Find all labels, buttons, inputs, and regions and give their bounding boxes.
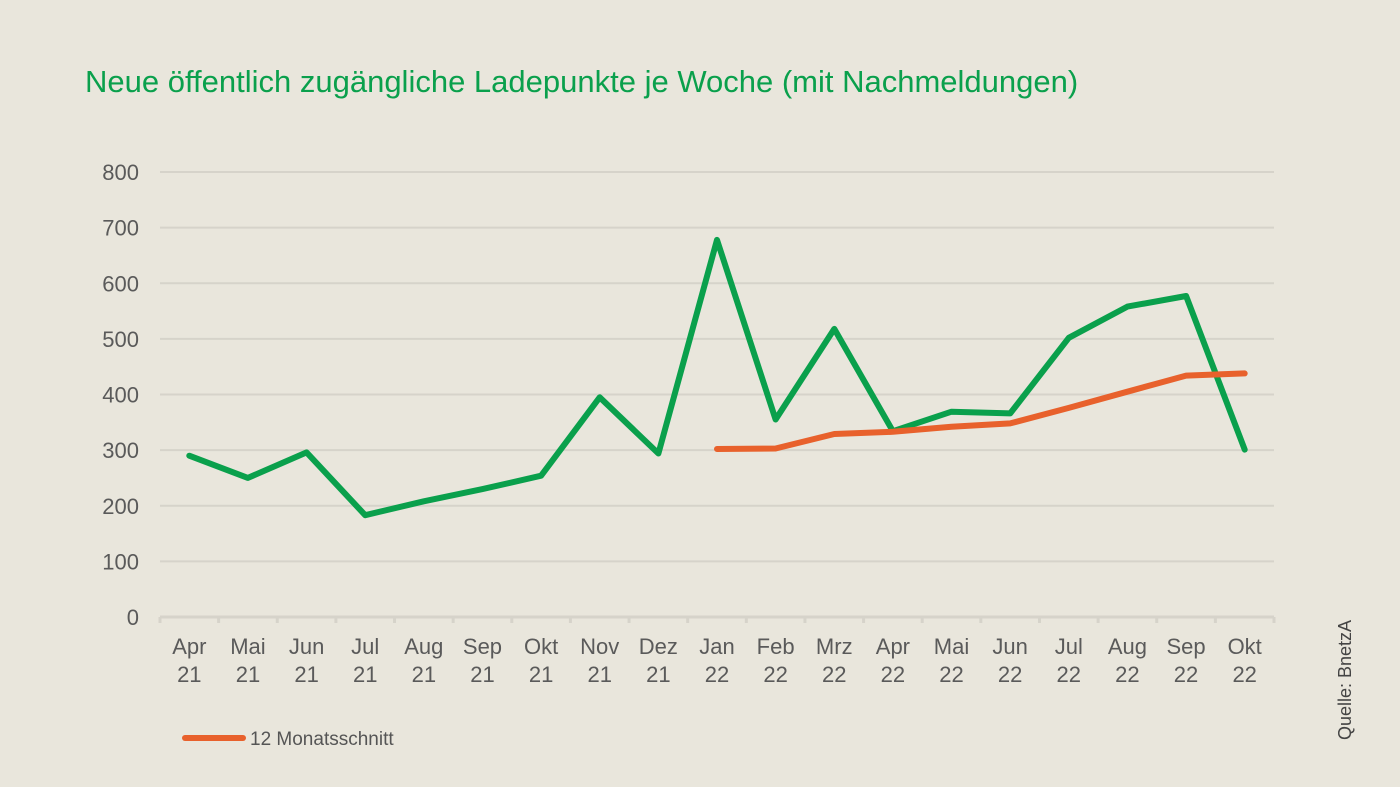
y-tick-label: 800 <box>102 160 139 185</box>
y-tick-label: 700 <box>102 216 139 241</box>
x-tick-month: Aug <box>1108 634 1147 659</box>
x-tick-label: Jul 22 <box>1055 634 1083 687</box>
x-tick-month: Mrz <box>816 634 853 659</box>
x-tick-year: 21 <box>236 662 260 687</box>
x-tick-month: Apr <box>876 634 910 659</box>
x-tick-year: 21 <box>353 662 377 687</box>
legend: 12 Monatsschnitt <box>182 729 394 750</box>
x-tick-year: 22 <box>1232 662 1256 687</box>
x-tick-year: 22 <box>822 662 846 687</box>
x-tick-month: Jul <box>1055 634 1083 659</box>
x-tick-labels: Apr 21 Mai 21 Jun 21 Jul 21 Aug 21 Sep 21 Okt 21 Nov 21… <box>172 634 1262 687</box>
x-tick-year: 21 <box>646 662 670 687</box>
x-tick-label: Aug 22 <box>1108 634 1147 687</box>
x-tick-year: 22 <box>1057 662 1081 687</box>
y-tick-label: 400 <box>102 383 139 408</box>
x-tick-month: Feb <box>757 634 795 659</box>
y-axis: 0 100 200 300 400 500 600 700 800 <box>102 160 139 630</box>
x-tick-month: Aug <box>404 634 443 659</box>
x-tick-label: Apr 21 <box>172 634 206 687</box>
x-tick-label: Aug 21 <box>404 634 443 687</box>
x-tick-year: 21 <box>412 662 436 687</box>
x-tick-month: Mai <box>230 634 265 659</box>
source-note: Quelle: BnetzA <box>1335 620 1355 740</box>
x-tick-label: Dez 21 <box>639 634 678 687</box>
x-tick-year: 21 <box>529 662 553 687</box>
x-tick-year: 22 <box>998 662 1022 687</box>
legend-label: 12 Monatsschnitt <box>250 729 394 750</box>
y-tick-label: 600 <box>102 271 139 296</box>
x-tick-label: Nov 21 <box>580 634 619 687</box>
x-tick-label: Jan 22 <box>699 634 734 687</box>
x-tick-label: Jul 21 <box>351 634 379 687</box>
x-tick-year: 22 <box>1115 662 1139 687</box>
y-tick-label: 100 <box>102 549 139 574</box>
series-lines <box>186 236 1248 519</box>
x-tick-month: Okt <box>524 634 558 659</box>
x-axis <box>158 615 1276 623</box>
x-tick-year: 22 <box>939 662 963 687</box>
x-tick-month: Apr <box>172 634 206 659</box>
x-tick-month: Jun <box>289 634 324 659</box>
x-tick-label: Feb 22 <box>757 634 795 687</box>
x-tick-month: Jun <box>992 634 1027 659</box>
x-tick-label: Sep 22 <box>1166 634 1205 687</box>
x-tick-label: Okt 22 <box>1228 634 1262 687</box>
x-tick-label: Apr 22 <box>876 634 910 687</box>
y-tick-label: 200 <box>102 494 139 519</box>
x-tick-year: 22 <box>705 662 729 687</box>
x-tick-month: Nov <box>580 634 619 659</box>
x-tick-label: Mai 21 <box>230 634 265 687</box>
x-tick-year: 21 <box>177 662 201 687</box>
x-tick-label: Mrz 22 <box>816 634 853 687</box>
x-tick-month: Mai <box>934 634 969 659</box>
x-tick-label: Jun 21 <box>289 634 324 687</box>
x-tick-label: Mai 22 <box>934 634 969 687</box>
x-tick-year: 22 <box>1174 662 1198 687</box>
y-tick-label: 500 <box>102 327 139 352</box>
gridlines <box>160 171 1274 563</box>
y-tick-label: 300 <box>102 438 139 463</box>
x-tick-year: 21 <box>294 662 318 687</box>
x-tick-year: 22 <box>881 662 905 687</box>
x-tick-label: Sep 21 <box>463 634 502 687</box>
x-tick-label: Okt 21 <box>524 634 558 687</box>
x-tick-month: Dez <box>639 634 678 659</box>
x-tick-month: Jan <box>699 634 734 659</box>
x-tick-year: 21 <box>470 662 494 687</box>
series-line-0 <box>186 236 1248 519</box>
x-tick-year: 22 <box>763 662 787 687</box>
x-tick-label: Jun 22 <box>992 634 1027 687</box>
y-tick-label: 0 <box>127 605 139 630</box>
x-tick-year: 21 <box>587 662 611 687</box>
chart-title: Neue öffentlich zugängliche Ladepunkte j… <box>85 64 1079 99</box>
x-tick-month: Sep <box>463 634 502 659</box>
x-tick-month: Okt <box>1228 634 1262 659</box>
series-line-1 <box>714 370 1248 452</box>
x-tick-month: Sep <box>1166 634 1205 659</box>
x-tick-month: Jul <box>351 634 379 659</box>
